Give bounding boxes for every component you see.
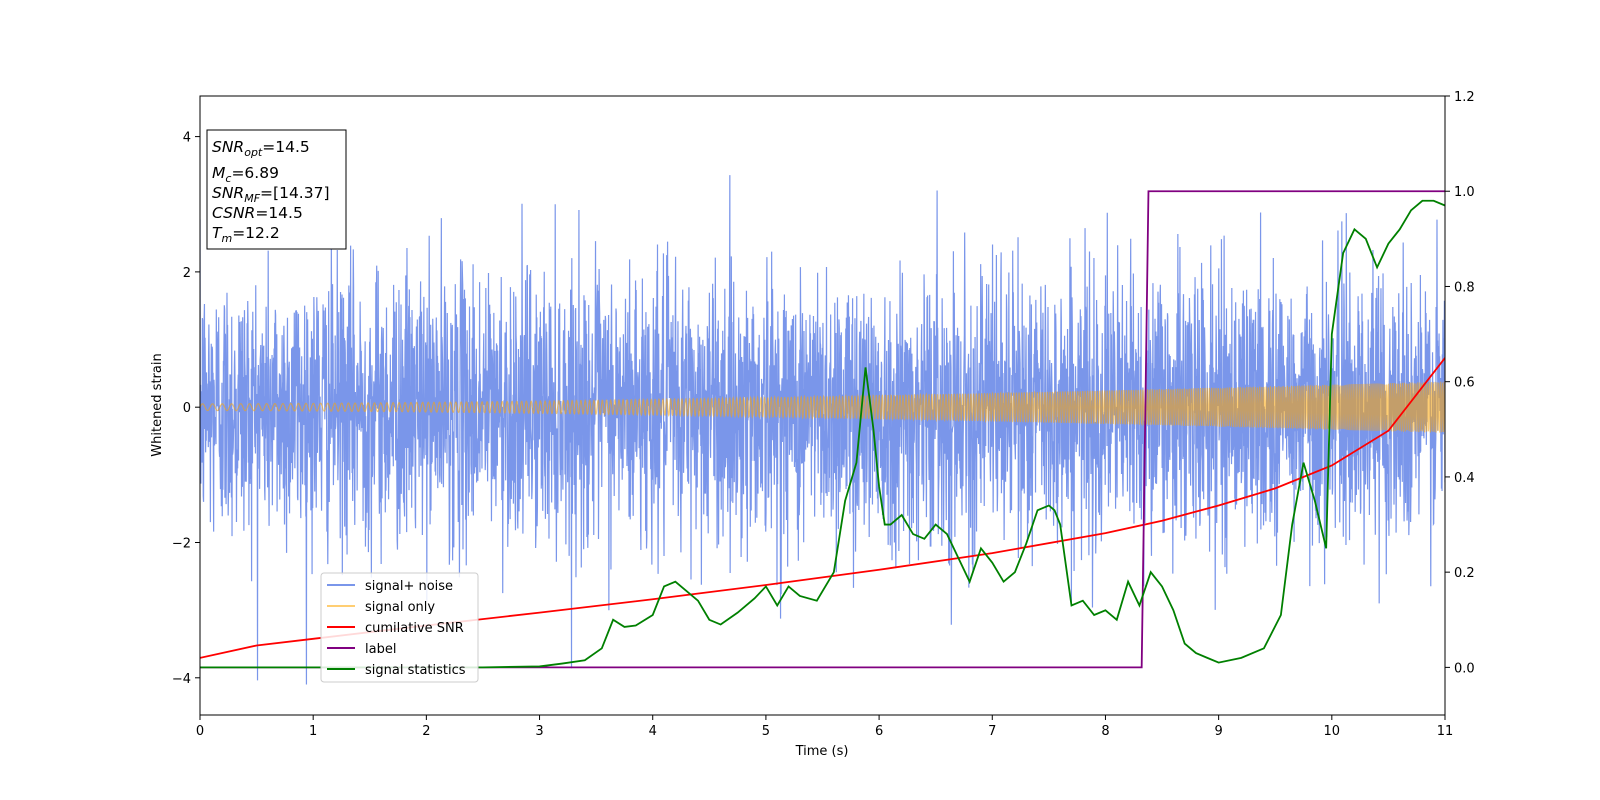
legend: signal+ noise signal only cumilative SNR…: [320, 572, 479, 683]
snr-mf-annotation: SNRMF=[14.37]: [212, 184, 330, 205]
series-signal-only: [200, 381, 1445, 433]
x-tick-label-6: 6: [875, 724, 883, 739]
y2-tick-label-6: 1.2: [1454, 90, 1475, 105]
y2-tick-label-3: 0.6: [1454, 376, 1475, 391]
stats-annotation-box: SNRopt=14.5 Mc=6.89 SNRMF=[14.37] CSNR=1…: [206, 129, 347, 250]
y2-tick-label-2: 0.4: [1454, 471, 1475, 486]
y-tick-label-3: 2: [183, 266, 191, 281]
x-tick-label-10: 10: [1324, 724, 1341, 739]
y2-tick-label-1: 0.2: [1454, 566, 1475, 581]
legend-label-signal-statistics: signal statistics: [365, 663, 466, 678]
legend-label-label: label: [365, 642, 396, 657]
y2-tick-label-5: 1.0: [1454, 185, 1475, 200]
csnr-annotation: CSNR=14.5: [212, 204, 303, 222]
x-tick-label-4: 4: [649, 724, 657, 739]
x-tick-label-1: 1: [309, 724, 317, 739]
y-tick-label-4: 4: [183, 131, 191, 146]
x-tick-label-0: 0: [196, 724, 204, 739]
legend-label-signal-noise: signal+ noise: [365, 579, 453, 594]
y2-tick-label-0: 0.0: [1454, 661, 1475, 676]
axes: 0 1 2 3 4 5 6 7 8 9 10 11 −4 −2 0 2 4 0.0 0.2 0.4 0.6 0.8 1.0 1…: [172, 90, 1475, 739]
y-tick-label-0: −4: [172, 672, 191, 687]
x-tick-label-11: 11: [1437, 724, 1454, 739]
y-tick-label-1: −2: [172, 536, 191, 551]
tm-annotation: Tm=12.2: [212, 224, 280, 245]
x-tick-label-7: 7: [988, 724, 996, 739]
y-tick-label-2: 0: [183, 401, 191, 416]
x-tick-label-9: 9: [1214, 724, 1222, 739]
series-label: [200, 190, 1445, 669]
legend-label-signal-only: signal only: [365, 600, 435, 615]
x-tick-label-3: 3: [535, 724, 543, 739]
x-axis-label: Time (s): [795, 744, 849, 759]
x-tick-label-5: 5: [762, 724, 770, 739]
legend-frame: [320, 572, 479, 683]
y2-tick-label-4: 0.8: [1454, 280, 1475, 295]
chirp-mass-annotation: Mc=6.89: [212, 164, 279, 185]
legend-label-cumulative-snr: cumilative SNR: [365, 621, 464, 636]
y-axis-label: Whitened strain: [150, 353, 165, 456]
axes-frame: [199, 95, 1446, 716]
x-tick-label-2: 2: [422, 724, 430, 739]
snr-opt-annotation: SNRopt=14.5: [212, 138, 310, 159]
x-tick-label-8: 8: [1101, 724, 1109, 739]
series-signal-statistics: [200, 199, 1445, 669]
